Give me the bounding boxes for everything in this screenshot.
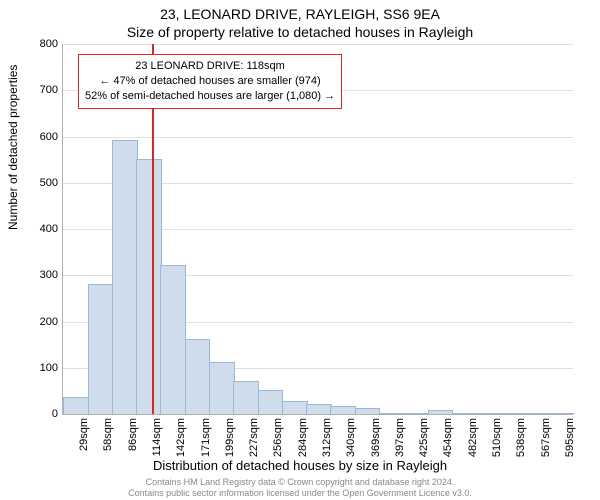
x-tick-label: 454sqm (442, 418, 454, 457)
x-tick-label: 567sqm (540, 418, 552, 457)
histogram-bar (136, 159, 162, 414)
histogram-bar (500, 413, 526, 414)
address-line: 23, LEONARD DRIVE, RAYLEIGH, SS6 9EA (0, 6, 600, 24)
histogram-bar (88, 284, 114, 415)
histogram-bar (185, 339, 211, 414)
x-tick-label: 595sqm (564, 418, 576, 457)
x-tick-label: 142sqm (175, 418, 187, 457)
attribution-footer: Contains HM Land Registry data © Crown c… (0, 477, 600, 498)
histogram-bar (282, 401, 308, 414)
histogram-bar (330, 406, 356, 414)
footer-line1: Contains HM Land Registry data © Crown c… (0, 477, 600, 487)
histogram-bar (63, 397, 89, 414)
x-tick-label: 538sqm (515, 418, 527, 457)
histogram-bar (233, 381, 259, 414)
x-tick-label: 312sqm (321, 418, 333, 457)
histogram-bar (403, 413, 429, 414)
y-axis-label: Number of detached properties (6, 65, 20, 230)
x-tick-label: 114sqm (151, 418, 163, 456)
y-tick-label: 400 (26, 223, 58, 235)
x-tick-label: 284sqm (297, 418, 309, 457)
x-axis-label: Distribution of detached houses by size … (0, 458, 600, 473)
chart-container: 23, LEONARD DRIVE, RAYLEIGH, SS6 9EA Siz… (0, 0, 600, 500)
x-tick-label: 58sqm (102, 418, 114, 451)
histogram-bar (525, 413, 551, 414)
plot-area: 23 LEONARD DRIVE: 118sqm← 47% of detache… (62, 44, 573, 415)
x-tick-label: 397sqm (394, 418, 406, 457)
histogram-bar (355, 408, 381, 414)
title-block: 23, LEONARD DRIVE, RAYLEIGH, SS6 9EA Siz… (0, 0, 600, 41)
annotation-line-3: 52% of semi-detached houses are larger (… (85, 89, 335, 104)
x-tick-label: 199sqm (224, 418, 236, 457)
y-tick-label: 700 (26, 84, 58, 96)
x-tick-label: 510sqm (491, 418, 503, 457)
x-tick-label: 29sqm (78, 418, 90, 451)
x-tick-label: 256sqm (272, 418, 284, 457)
histogram-bar (160, 265, 186, 414)
y-tick-label: 800 (26, 38, 58, 50)
histogram-bar (452, 413, 478, 414)
histogram-bar (112, 140, 138, 414)
subtitle-line: Size of property relative to detached ho… (0, 24, 600, 42)
histogram-bar (428, 410, 454, 414)
gridline (63, 44, 573, 45)
histogram-bar (379, 413, 405, 414)
x-tick-label: 482sqm (467, 418, 479, 457)
histogram-bar (549, 413, 575, 414)
histogram-bar (306, 404, 332, 414)
annotation-box: 23 LEONARD DRIVE: 118sqm← 47% of detache… (78, 54, 342, 109)
footer-line2: Contains public sector information licen… (0, 488, 600, 498)
histogram-bar (476, 413, 502, 414)
y-tick-label: 300 (26, 269, 58, 281)
x-tick-label: 340sqm (345, 418, 357, 457)
histogram-bar (258, 390, 284, 414)
y-tick-label: 100 (26, 362, 58, 374)
y-tick-label: 500 (26, 177, 58, 189)
x-tick-label: 227sqm (248, 418, 260, 457)
x-tick-label: 171sqm (200, 418, 212, 457)
x-tick-label: 86sqm (127, 418, 139, 451)
y-tick-label: 200 (26, 316, 58, 328)
annotation-line-1: 23 LEONARD DRIVE: 118sqm (85, 59, 335, 74)
histogram-bar (209, 362, 235, 414)
x-tick-label: 425sqm (418, 418, 430, 457)
gridline (63, 137, 573, 138)
x-tick-label: 369sqm (370, 418, 382, 457)
annotation-line-2: ← 47% of detached houses are smaller (97… (85, 74, 335, 89)
y-tick-label: 600 (26, 131, 58, 143)
y-tick-label: 0 (26, 408, 58, 420)
